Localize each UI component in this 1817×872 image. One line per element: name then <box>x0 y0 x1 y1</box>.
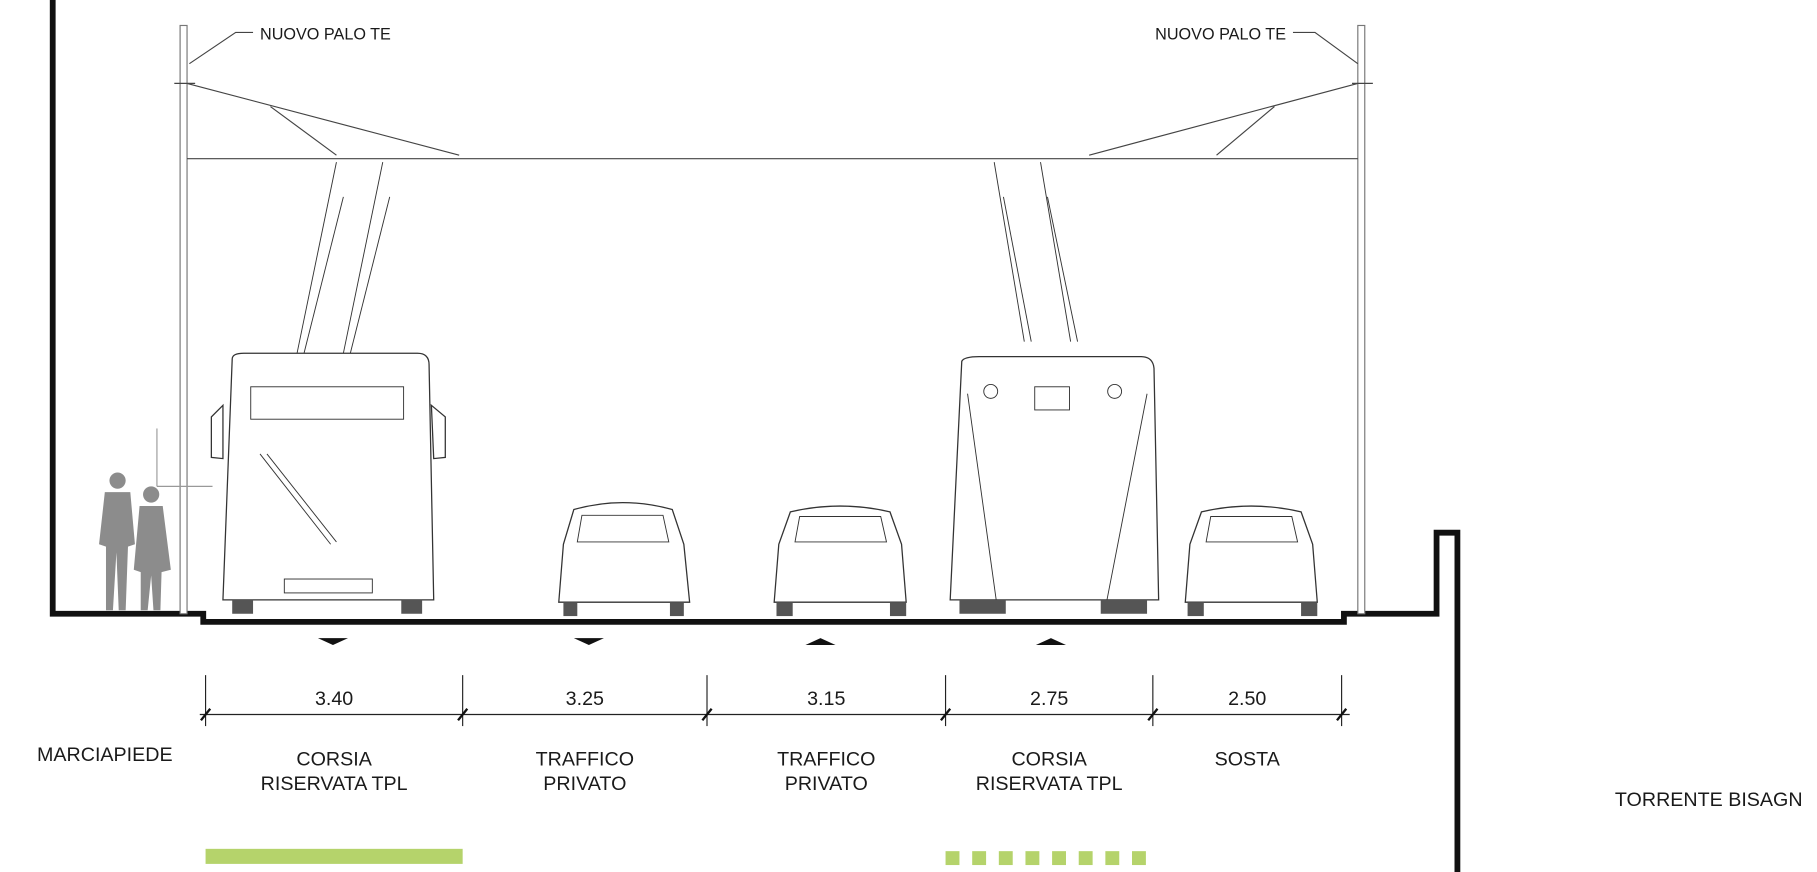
lane-name: SOSTA <box>1215 748 1281 770</box>
river-label: TORRENTE BISAGN <box>1615 789 1803 811</box>
lane-name: RISERVATA TPL <box>976 773 1123 795</box>
lane-name: CORSIA <box>1011 748 1087 770</box>
lane-name: PRIVATO <box>785 773 868 795</box>
bus-lane-marking <box>946 851 1146 865</box>
trolleybus <box>211 162 445 614</box>
lane-name: RISERVATA TPL <box>261 773 408 795</box>
cars <box>559 503 1318 616</box>
trolleybus <box>950 162 1158 614</box>
lane-width: 3.15 <box>807 688 845 710</box>
lane-width: 3.40 <box>315 688 353 710</box>
lane-width: 2.75 <box>1030 688 1068 710</box>
lane-name: CORSIA <box>296 748 372 770</box>
bus-lane-marking <box>206 849 463 864</box>
pole-label: NUOVO PALO TE <box>1155 25 1286 43</box>
sidewalk-label: MARCIAPIEDE <box>37 744 173 766</box>
pedestrians <box>99 428 212 610</box>
lane-width: 3.25 <box>566 688 604 710</box>
direction-arrows <box>318 638 1066 645</box>
page: {"poles": [{"label": "NUOVO PALO TE"}, {… <box>0 0 1817 872</box>
lane-name: TRAFFICO <box>536 748 634 770</box>
lane-width: 2.50 <box>1228 688 1266 710</box>
pole-label: NUOVO PALO TE <box>260 25 391 43</box>
cross-section: NUOVO PALO TE NUOVO PALO TE <box>0 0 1817 872</box>
lane-name: TRAFFICO <box>777 748 875 770</box>
lane-name: PRIVATO <box>543 773 626 795</box>
